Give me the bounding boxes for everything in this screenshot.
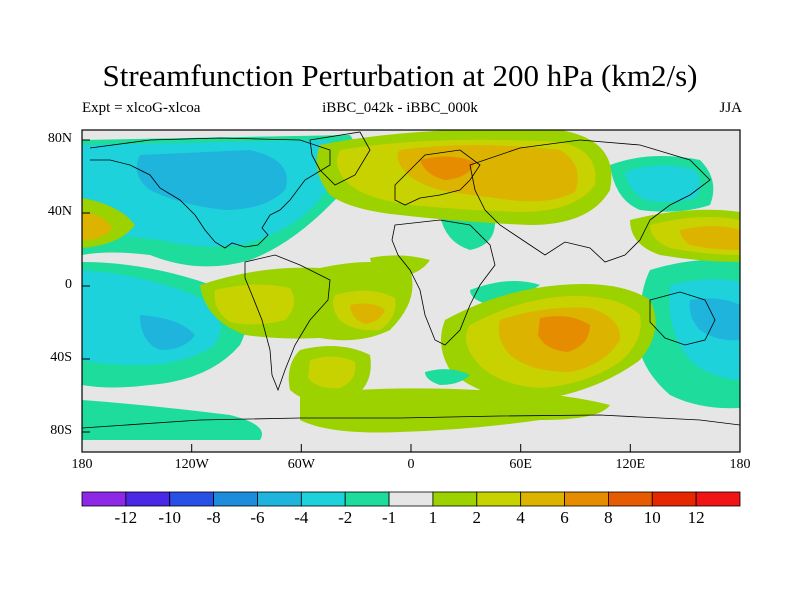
colorbar-label: 12 <box>687 508 705 527</box>
colorbar-label: 4 <box>516 508 525 527</box>
colorbar-swatch <box>608 491 653 507</box>
contour-indian-ocean-pos6 <box>538 316 590 352</box>
lat-label-80s: 80S <box>50 423 72 438</box>
colorbar-swatch <box>695 491 741 507</box>
contour-south-america-pos2 <box>308 356 356 389</box>
colorbar-label: -1 <box>381 508 397 527</box>
lon-label-180w: 180 <box>71 457 93 472</box>
contour-north-america-neg4 <box>136 150 287 210</box>
colorbar-label: -12 <box>114 508 138 527</box>
contour-dateline-west-pos4 <box>82 212 112 240</box>
experiment-label: Expt = xlcoG-xlcoa <box>82 100 201 116</box>
colorbar-swatch <box>388 491 434 507</box>
colorbar-swatch <box>125 491 171 507</box>
contour-antarctic-neg1 <box>82 400 262 440</box>
contour-indian-neg1 <box>470 281 540 305</box>
colorbar-swatch <box>564 491 609 507</box>
antarctica-outline <box>81 414 741 429</box>
contour-east-asia-neg2 <box>625 165 700 203</box>
lon-label-120e: 120E <box>615 457 646 472</box>
colorbar-label: -2 <box>338 508 353 527</box>
lon-label-180e: 180 <box>729 457 751 472</box>
africa-outline <box>391 219 496 346</box>
contour-field <box>82 130 740 452</box>
colorbar-label: 2 <box>472 508 482 527</box>
colorbar-swatch <box>476 491 522 507</box>
colorbar-label: -4 <box>294 508 309 527</box>
colorbar-swatch <box>257 491 302 507</box>
difference-label: iBBC_042k - iBBC_000k <box>322 100 478 116</box>
contour-southern-pos1 <box>300 388 610 433</box>
colorbar-swatch <box>432 491 478 507</box>
colorbar-label: -6 <box>250 508 265 527</box>
coastlines <box>81 131 741 429</box>
lon-label-60w: 60W <box>287 457 315 472</box>
lon-label-0: 0 <box>407 457 415 472</box>
colorbar-swatch <box>169 491 215 507</box>
colorbar <box>81 491 741 507</box>
europe-outline <box>394 149 481 206</box>
map-title: Streamfunction Perturbation at 200 hPa (… <box>102 58 698 93</box>
asia-outline <box>469 139 711 263</box>
colorbar-swatch <box>651 491 697 507</box>
contour-south-pacific-neg4 <box>140 315 195 350</box>
greenland-outline <box>309 131 371 186</box>
contour-pacific-east-pos4 <box>680 226 740 250</box>
colorbar-swatch <box>213 491 258 507</box>
australia-outline <box>649 291 716 346</box>
colorbar-swatch <box>520 491 565 507</box>
colorbar-label: -10 <box>158 508 182 527</box>
lat-label-80n: 80N <box>47 131 72 146</box>
colorbar-label: 6 <box>560 508 569 527</box>
colorbar-swatch <box>81 491 127 507</box>
lon-label-60e: 60E <box>509 457 532 472</box>
lat-label-40s: 40S <box>50 350 72 365</box>
contour-tropical-atlantic-pos2 <box>214 284 294 325</box>
contour-south-atlantic-pos4 <box>350 303 385 324</box>
north-america-outline <box>89 137 331 249</box>
colorbar-swatch <box>300 491 346 507</box>
axis-ticks <box>81 139 741 452</box>
colorbar-label: 1 <box>428 508 438 527</box>
lon-label-120w: 120W <box>174 457 209 472</box>
contour-scandinavia-pos6 <box>420 156 475 180</box>
contour-sahara-pos1 <box>370 255 430 278</box>
contour-high-lat-south-neg1 <box>425 369 470 385</box>
colorbar-label: 10 <box>643 508 661 527</box>
south-america-outline <box>244 254 331 392</box>
lat-label-40n: 40N <box>47 204 72 219</box>
colorbar-swatch <box>344 491 390 507</box>
season-label: JJA <box>719 100 742 116</box>
colorbar-label: 8 <box>604 508 613 527</box>
lat-label-0: 0 <box>65 277 72 292</box>
colorbar-label: -8 <box>206 508 221 527</box>
